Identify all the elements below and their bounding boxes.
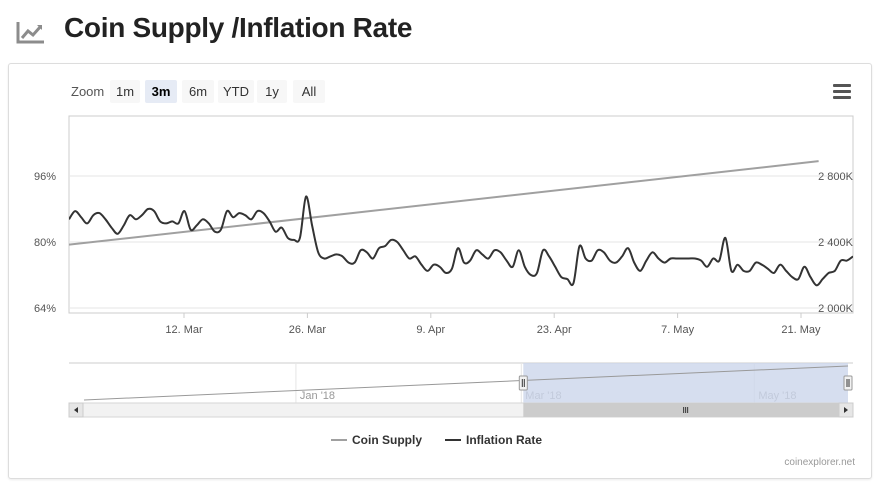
navigator-left-handle[interactable] [518, 375, 528, 391]
navigator-tick-label: Jan '18 [300, 390, 335, 402]
x-axis-tick-label: 12. Mar [165, 324, 203, 336]
series-coin-supply-line [69, 160, 819, 246]
y-axis-left-tick-label: 64% [34, 303, 56, 315]
zoom-6m-button[interactable]: 6m [182, 80, 214, 103]
legend-item[interactable]: Coin Supply [331, 433, 422, 447]
zoom-1y-button[interactable]: 1y [257, 80, 287, 103]
y-axis-right-tick-label: 2 000K [818, 303, 854, 315]
x-axis-tick-label: 23. Apr [537, 324, 572, 336]
zoom-3m-button[interactable]: 3m [145, 80, 177, 103]
legend-label: Inflation Rate [466, 433, 542, 447]
navigator-series-line [83, 365, 849, 401]
y-axis-right-tick-label: 2 800K [818, 171, 854, 183]
x-axis-tick-label: 26. Mar [289, 324, 327, 336]
y-axis-left-tick-label: 80% [34, 237, 56, 249]
legend-item[interactable]: Inflation Rate [445, 433, 542, 447]
chart-credit[interactable]: coinexplorer.net [784, 457, 855, 468]
line-chart-icon [16, 22, 44, 44]
scrollbar-thumb[interactable] [523, 403, 850, 417]
series-inflation-rate-line [69, 195, 853, 287]
x-axis-tick-label: 9. Apr [416, 324, 445, 336]
zoom-1m-button[interactable]: 1m [110, 80, 140, 103]
x-axis-tick-label: 7. May [661, 324, 695, 336]
navigator-selection-mask [523, 363, 848, 403]
navigator-right-handle[interactable] [843, 375, 853, 391]
page-header: Coin Supply /Inflation Rate [0, 0, 881, 62]
plot-area [68, 115, 854, 314]
zoom-ytd-button[interactable]: YTD [218, 80, 254, 103]
arrow-left-icon [74, 407, 78, 413]
x-axis-tick-label: 21. May [781, 324, 821, 336]
y-axis-left-tick-label: 96% [34, 171, 56, 183]
legend-label: Coin Supply [352, 433, 422, 447]
zoom-all-button[interactable]: All [293, 80, 325, 103]
y-axis-right-tick-label: 2 400K [818, 237, 854, 249]
page-title: Coin Supply /Inflation Rate [64, 12, 413, 43]
zoom-label: Zoom [71, 84, 105, 99]
arrow-right-icon [844, 407, 848, 413]
hamburger-menu-icon[interactable] [833, 84, 851, 100]
